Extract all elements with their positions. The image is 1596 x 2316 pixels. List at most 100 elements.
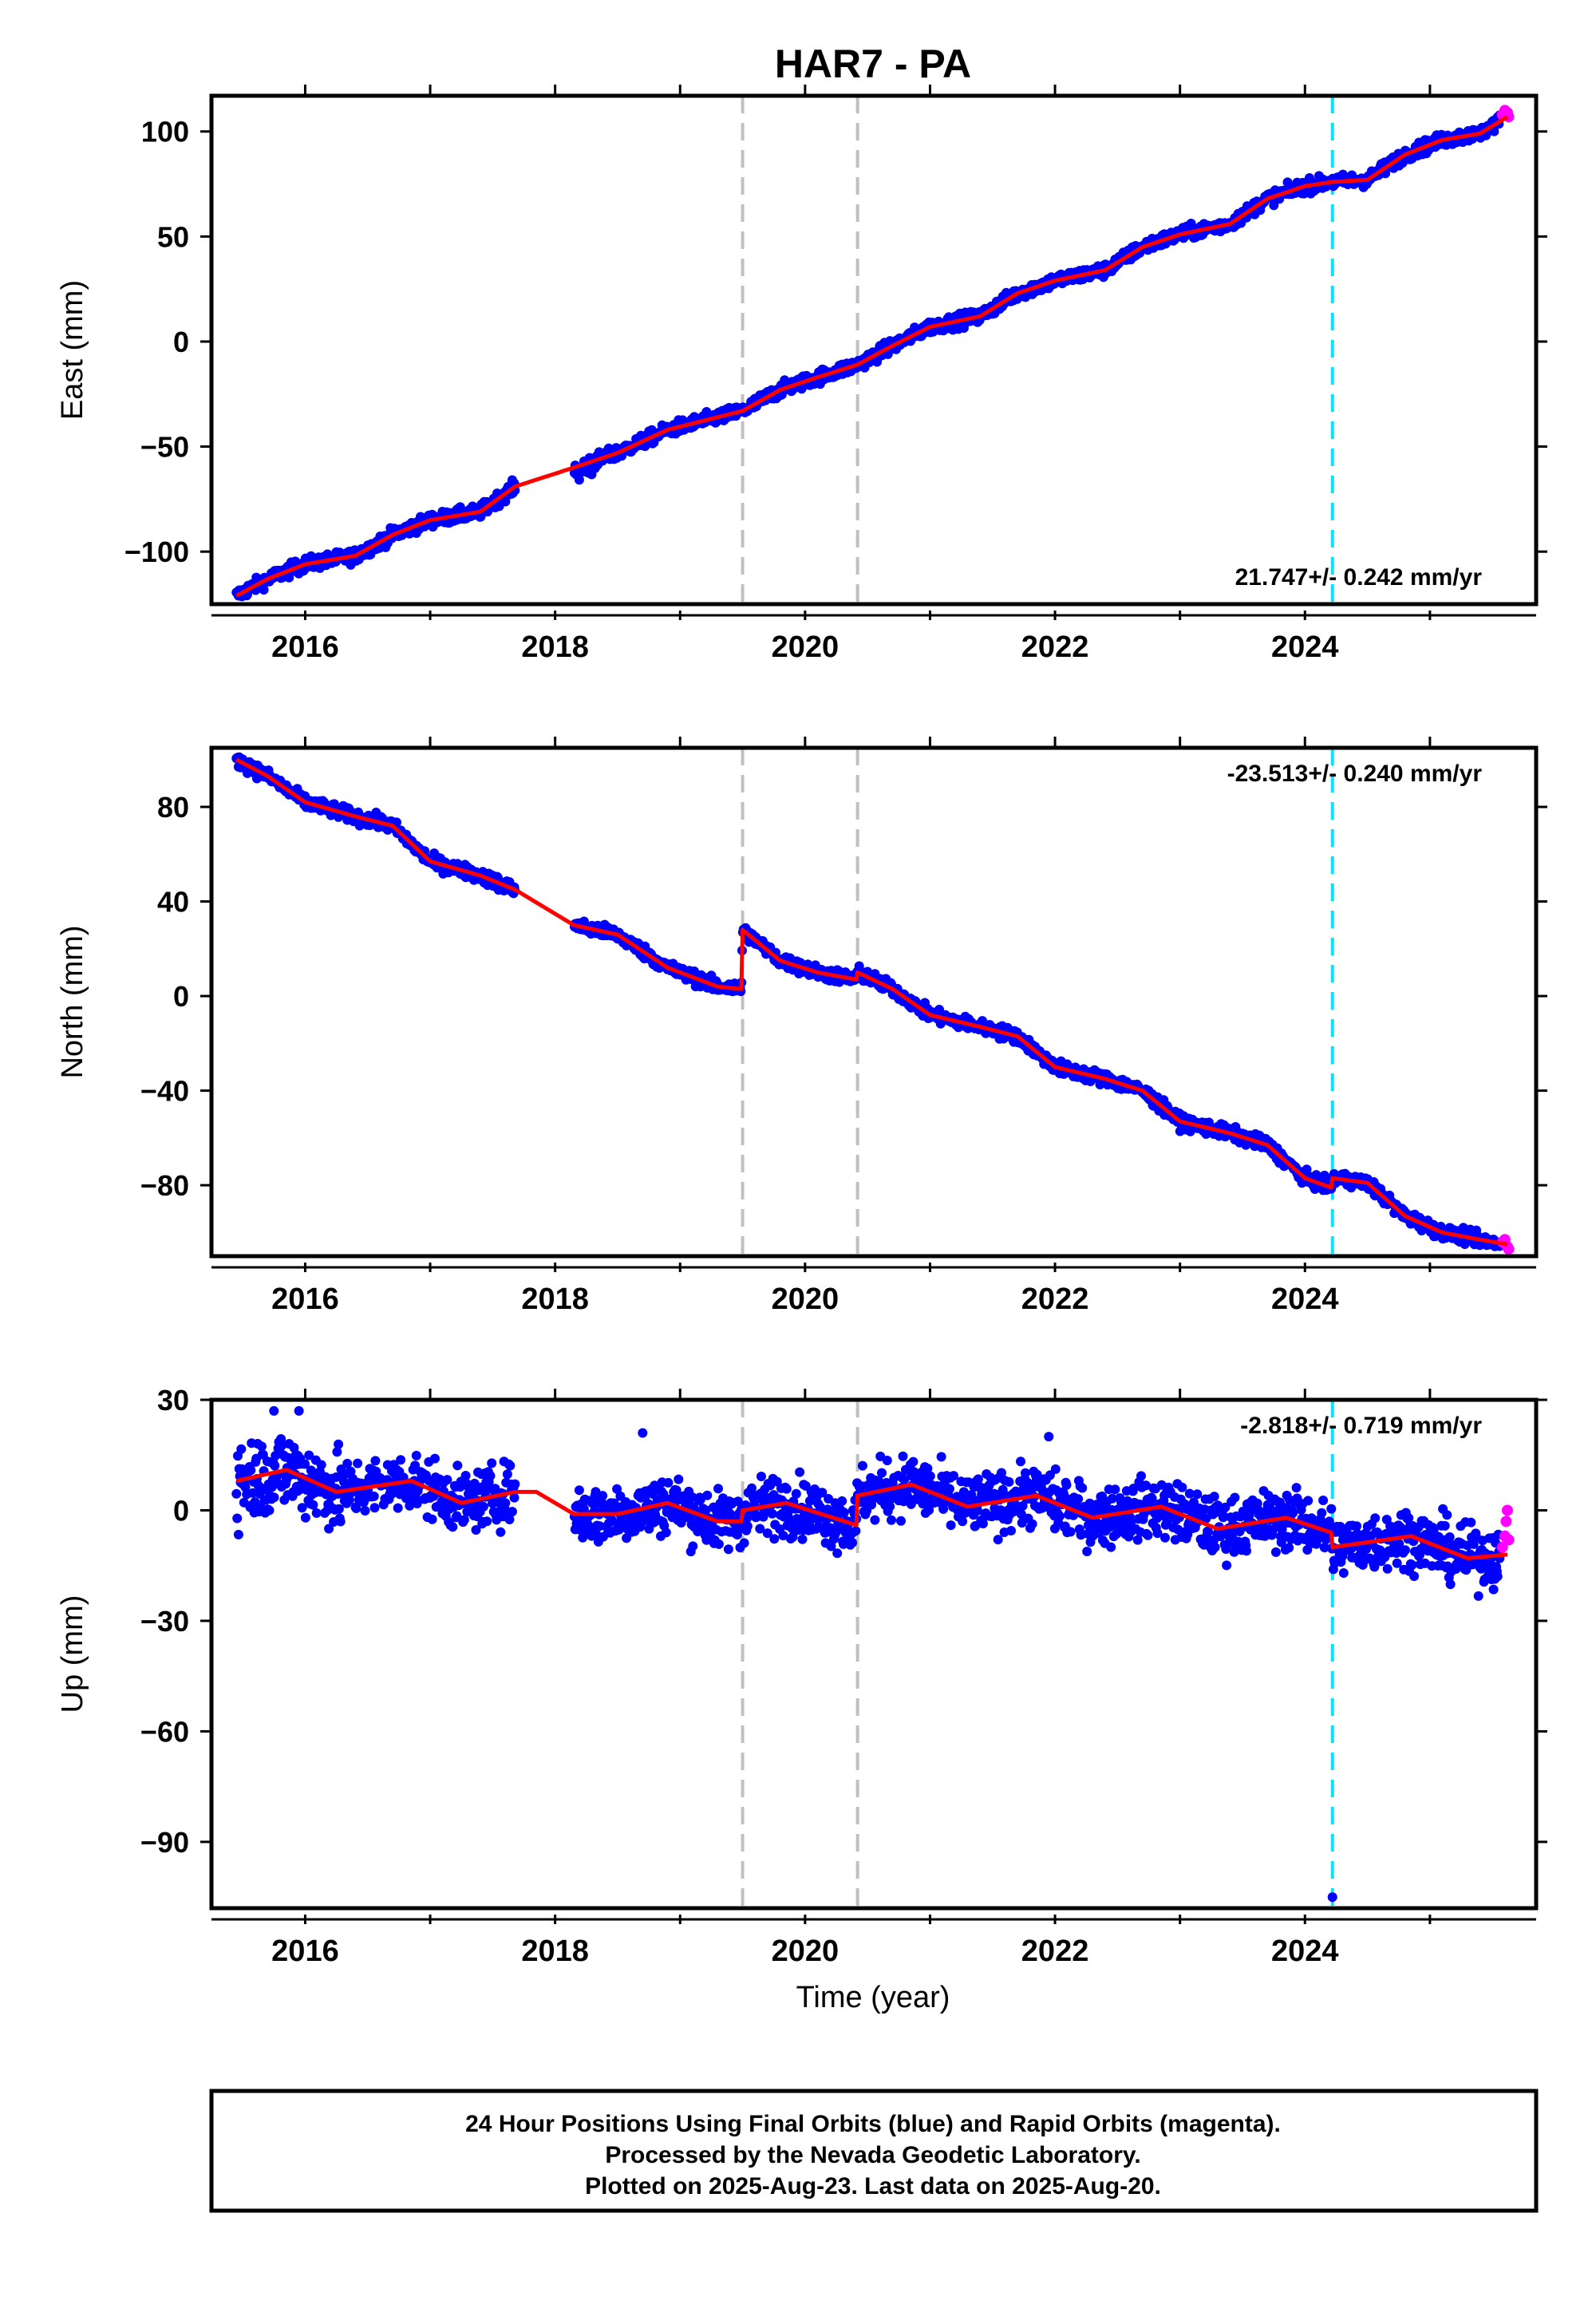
up-final-point [797, 1534, 808, 1544]
up-final-point [1050, 1464, 1061, 1474]
east-final-point [1269, 200, 1279, 211]
chart-title: HAR7 - PA [775, 41, 971, 86]
up-final-point [701, 1505, 711, 1516]
up-final-point [1021, 1468, 1030, 1478]
north-final-points [231, 752, 1505, 1251]
up-final-point [1160, 1532, 1170, 1543]
up-final-point [769, 1534, 780, 1544]
north-y-tick-label: 0 [173, 980, 189, 1013]
up-final-point [369, 1491, 379, 1501]
up-final-point [949, 1471, 958, 1481]
up-final-point [335, 1516, 346, 1527]
north-rate-label: -23.513+/- 0.240 mm/yr [1227, 761, 1483, 787]
up-final-point [742, 1521, 753, 1531]
up-final-point [471, 1525, 481, 1535]
up-final-point [369, 1503, 380, 1513]
up-final-point [851, 1526, 861, 1536]
up-final-point [231, 1488, 242, 1499]
up-final-point [396, 1455, 406, 1465]
east-y-tick-label: 100 [141, 116, 189, 148]
up-final-point [311, 1508, 322, 1518]
up-final-point [1006, 1526, 1016, 1535]
up-final-point [1192, 1489, 1203, 1500]
up-final-point [877, 1468, 887, 1478]
up-final-point [1143, 1530, 1153, 1540]
up-final-point [1136, 1471, 1146, 1481]
east-y-tick-label: −100 [124, 536, 189, 568]
up-final-point [344, 1495, 354, 1505]
up-final-point [661, 1528, 671, 1538]
up-final-point [393, 1503, 403, 1513]
up-final-point [702, 1490, 713, 1500]
up-final-point [896, 1516, 906, 1526]
up-final-point [713, 1539, 724, 1549]
up-final-point [353, 1458, 363, 1468]
up-final-point [502, 1469, 512, 1480]
up-plot-area [231, 1400, 1515, 1908]
up-final-point [598, 1491, 608, 1501]
up-final-point [1027, 1519, 1037, 1529]
up-final-point [459, 1515, 469, 1525]
up-final-point [482, 1516, 492, 1527]
up-final-point [674, 1474, 684, 1484]
up-final-point [574, 1485, 584, 1496]
up-final-point [246, 1465, 256, 1476]
up-final-point [405, 1500, 415, 1511]
up-final-point [925, 1471, 935, 1481]
up-final-point [351, 1504, 361, 1513]
north-model-fit-line [235, 757, 1508, 1247]
up-final-point [767, 1508, 777, 1519]
up-final-point [958, 1516, 968, 1527]
up-final-point [236, 1444, 247, 1454]
north-y-tick-label: 40 [157, 886, 189, 919]
up-final-point [240, 1482, 251, 1492]
north-x-tick-label: 2016 [271, 1282, 339, 1316]
up-final-point [271, 1451, 281, 1460]
east-x-tick-label: 2020 [772, 630, 839, 664]
up-final-point [898, 1451, 908, 1461]
up-final-point [663, 1477, 674, 1488]
up-final-point [723, 1544, 733, 1555]
east-x-tick-label: 2022 [1021, 630, 1089, 664]
east-final-point [574, 475, 584, 485]
up-final-point [300, 1459, 310, 1469]
up-final-point [978, 1519, 988, 1529]
up-final-point [946, 1520, 956, 1531]
up-final-point [1082, 1547, 1092, 1556]
up-final-point [370, 1456, 381, 1466]
up-final-point [485, 1471, 496, 1481]
up-final-point [270, 1460, 280, 1471]
east-rate-label: 21.747+/- 0.242 mm/yr [1235, 564, 1483, 591]
up-final-point [300, 1512, 310, 1523]
up-final-point [695, 1495, 705, 1505]
east-final-point [259, 585, 269, 595]
up-final-point [1073, 1494, 1084, 1504]
up-final-point [847, 1538, 858, 1547]
north-x-tick-label: 2020 [772, 1282, 839, 1316]
up-final-point [324, 1524, 334, 1534]
up-final-point [781, 1484, 792, 1494]
up-final-point [257, 1441, 267, 1452]
north-y-tick-label: 80 [157, 791, 189, 824]
up-final-point [460, 1471, 471, 1480]
up-final-point [304, 1450, 314, 1460]
up-final-point [478, 1501, 488, 1512]
up-final-point [1110, 1484, 1120, 1495]
up-final-point [264, 1505, 275, 1516]
up-final-point [505, 1460, 516, 1471]
up-final-point [993, 1535, 1003, 1545]
east-y-tick-label: −50 [140, 431, 189, 464]
up-final-point [487, 1458, 497, 1468]
up-final-point [410, 1460, 421, 1471]
up-final-point [612, 1484, 622, 1494]
up-final-point [427, 1514, 437, 1524]
up-final-point [430, 1453, 440, 1464]
north-frame [209, 745, 1539, 1259]
up-final-point [233, 1529, 243, 1539]
east-y-axis-label: East (mm) [56, 280, 89, 420]
up-final-point [839, 1508, 849, 1518]
east-model-fit-line [235, 115, 1509, 598]
